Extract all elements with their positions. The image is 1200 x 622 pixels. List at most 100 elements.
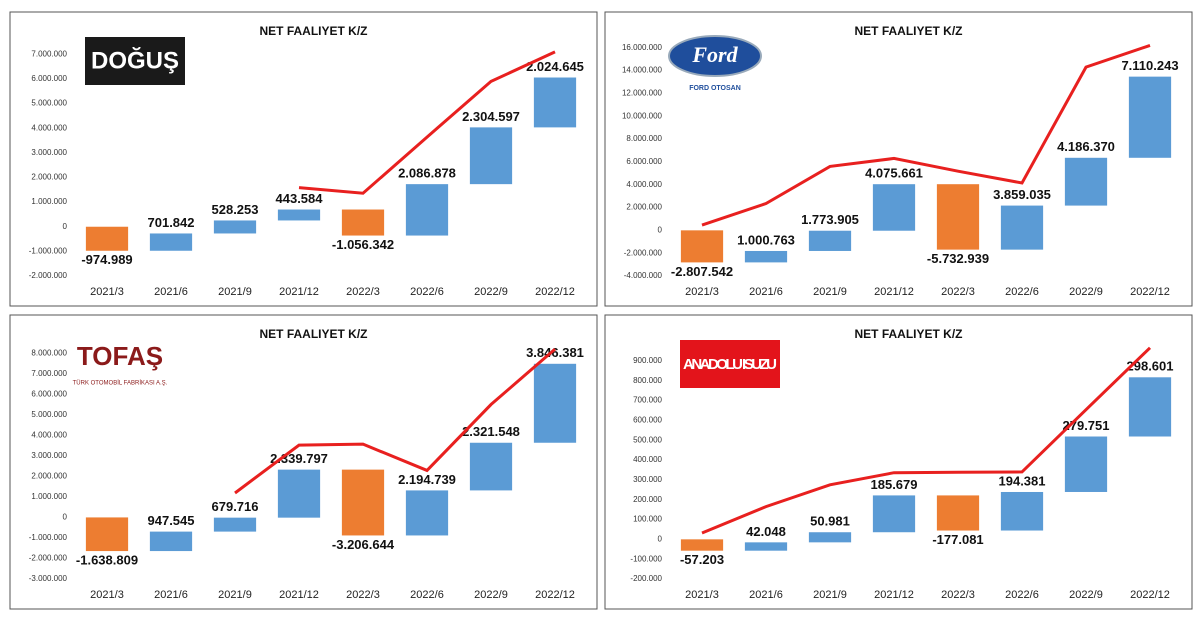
x-tick-label: 2021/6: [749, 589, 783, 601]
logo-box: [680, 340, 780, 388]
x-tick-label: 2021/6: [154, 286, 188, 298]
waterfall-bar: [936, 495, 980, 531]
y-tick-label: 10.000.000: [622, 111, 663, 120]
x-tick-label: 2021/9: [218, 286, 252, 298]
data-label: 679.716: [212, 499, 259, 514]
data-label: -2.807.542: [671, 264, 733, 279]
chart-title: NET FAALIYET K/Z: [855, 327, 963, 341]
chart-panel: NET FAALIYET K/Z -2.000.000 -1.000.000 0 1.0…: [9, 11, 598, 307]
waterfall-bar: [85, 226, 129, 251]
waterfall-bar: [680, 230, 724, 263]
chart-title: NET FAALIYET K/Z: [855, 24, 963, 38]
logo-shape: [668, 35, 762, 77]
x-tick-label: 2021/12: [279, 589, 319, 601]
chart-panel: NET FAALIYET K/Z -3.000.000 -2.000.000 -1.0…: [9, 314, 598, 610]
x-tick-label: 2022/12: [535, 589, 575, 601]
y-tick-label: 5.000.000: [31, 410, 67, 419]
logo-text: TOFAŞ: [77, 341, 163, 371]
data-label: 2.086.878: [398, 166, 456, 181]
x-tick-label: 2021/12: [279, 286, 319, 298]
data-label: 443.584: [276, 191, 324, 206]
data-label: 1.773.905: [801, 212, 859, 227]
waterfall-bar: [1064, 436, 1108, 492]
x-tick-label: 2021/12: [874, 589, 914, 601]
y-tick-label: 0: [63, 222, 68, 231]
data-label: -57.203: [680, 552, 724, 567]
y-tick-label: 4.000.000: [31, 123, 67, 132]
data-label: 528.253: [212, 202, 259, 217]
y-tick-label: 0: [63, 513, 68, 522]
y-tick-label: 1.000.000: [31, 197, 67, 206]
y-tick-label: 100.000: [633, 515, 662, 524]
data-label: 2.194.739: [398, 472, 456, 487]
waterfall-bar: [872, 184, 916, 231]
data-label: -5.732.939: [927, 251, 989, 266]
data-label: -177.081: [932, 532, 983, 547]
data-label: 1.000.763: [737, 232, 795, 247]
x-tick-label: 2021/9: [218, 589, 252, 601]
data-label: 947.545: [148, 513, 195, 528]
waterfall-bar: [1064, 157, 1108, 206]
y-tick-label: 7.000.000: [31, 369, 67, 378]
trend-line: [234, 347, 556, 495]
waterfall-bar: [405, 184, 449, 236]
waterfall-bar: [1128, 377, 1172, 437]
trend-line: [298, 50, 556, 195]
x-tick-label: 2021/9: [813, 589, 847, 601]
x-tick-label: 2022/3: [941, 286, 975, 298]
waterfall-bar: [533, 363, 577, 443]
y-tick-label: -2.000.000: [29, 271, 68, 280]
y-tick-label: 14.000.000: [622, 66, 663, 75]
trend-line: [701, 346, 1152, 535]
waterfall-bar: [744, 250, 788, 263]
y-tick-label: 2.000.000: [31, 173, 67, 182]
x-tick-label: 2021/3: [90, 286, 124, 298]
y-tick-label: 3.000.000: [31, 451, 67, 460]
data-label: 3.846.381: [526, 345, 584, 360]
data-label: 2.321.548: [462, 424, 520, 439]
y-tick-label: 0: [658, 534, 663, 543]
y-tick-label: 500.000: [633, 435, 662, 444]
y-tick-label: 0: [658, 225, 663, 234]
x-tick-label: 2022/6: [1005, 589, 1039, 601]
data-label: 185.679: [871, 477, 918, 492]
y-tick-label: -1.000.000: [29, 246, 68, 255]
waterfall-bar: [469, 442, 513, 491]
data-label: 298.601: [1127, 359, 1174, 374]
x-tick-label: 2021/12: [874, 286, 914, 298]
y-tick-label: -2.000.000: [29, 554, 68, 563]
y-tick-label: 12.000.000: [622, 88, 663, 97]
waterfall-bar: [1128, 76, 1172, 158]
data-label: 2.024.645: [526, 59, 584, 74]
data-label: 701.842: [148, 215, 195, 230]
data-label: 2.304.597: [462, 109, 520, 124]
y-tick-label: 5.000.000: [31, 99, 67, 108]
y-tick-label: 700.000: [633, 396, 662, 405]
waterfall-bar: [277, 469, 321, 518]
logo-subtitle: TÜRK OTOMOBİL FABRİKASI A.Ş.: [73, 380, 168, 387]
y-tick-label: 300.000: [633, 475, 662, 484]
waterfall-bar: [744, 542, 788, 551]
y-tick-label: -1.000.000: [29, 533, 68, 542]
y-tick-label: 900.000: [633, 356, 662, 365]
chart-title: NET FAALIYET K/Z: [260, 327, 368, 341]
x-tick-label: 2022/9: [474, 286, 508, 298]
x-tick-label: 2022/6: [1005, 286, 1039, 298]
x-tick-label: 2021/3: [90, 589, 124, 601]
x-tick-label: 2022/6: [410, 286, 444, 298]
y-tick-label: 6.000.000: [31, 74, 67, 83]
logo-text: Ford: [691, 42, 738, 67]
x-tick-label: 2022/6: [410, 589, 444, 601]
waterfall-bar: [213, 517, 257, 532]
y-tick-label: 3.000.000: [31, 148, 67, 157]
data-label: -1.056.342: [332, 237, 394, 252]
x-tick-label: 2022/12: [1130, 589, 1170, 601]
y-tick-label: 8.000.000: [31, 348, 67, 357]
x-tick-label: 2022/9: [1069, 286, 1103, 298]
data-label: 3.859.035: [993, 187, 1051, 202]
x-tick-label: 2021/6: [154, 589, 188, 601]
waterfall-bar: [936, 184, 980, 250]
waterfall-bar: [1000, 491, 1044, 531]
